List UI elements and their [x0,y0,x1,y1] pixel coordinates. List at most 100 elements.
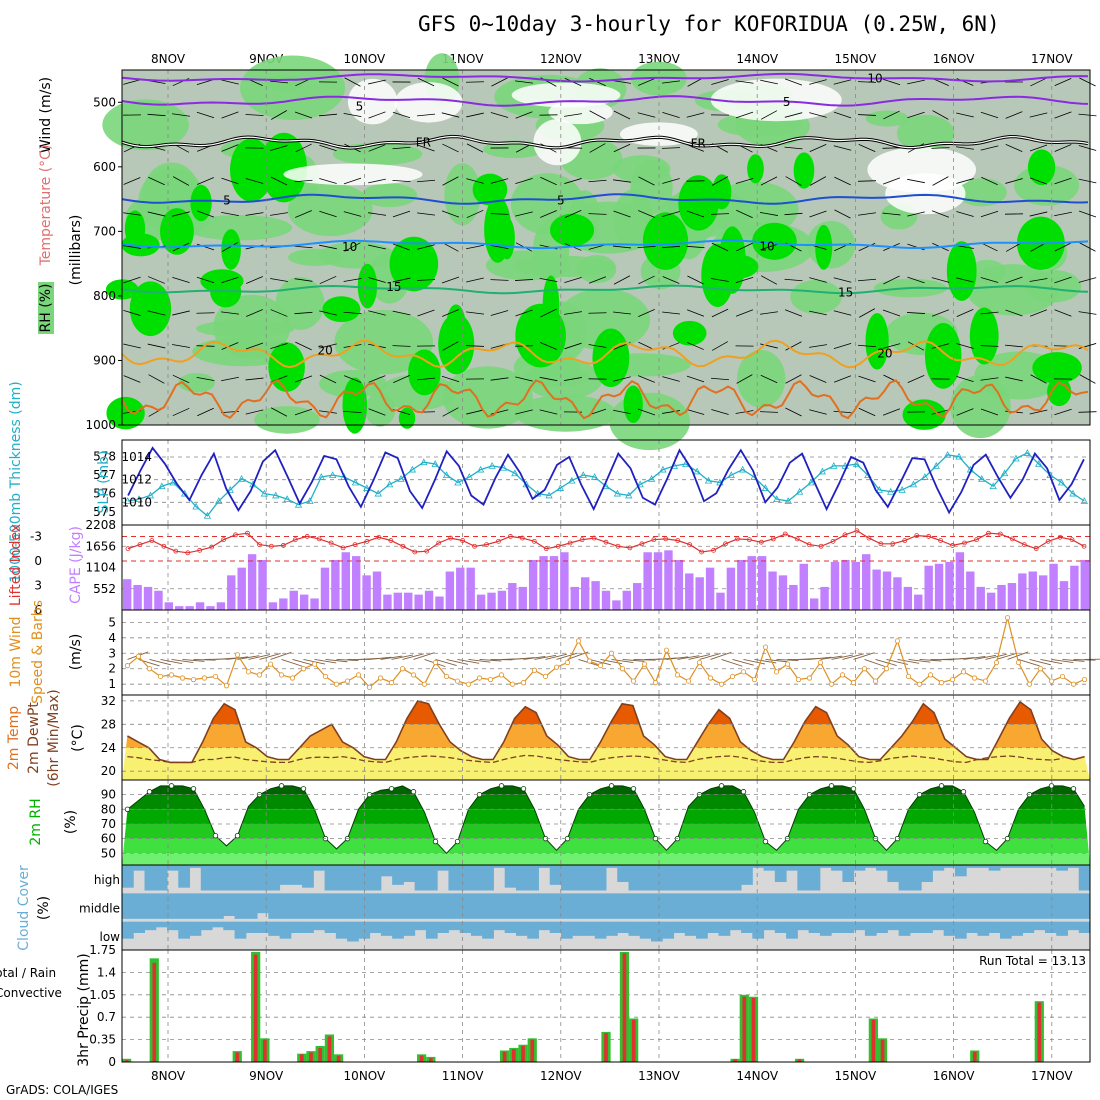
thickness-point [1057,478,1066,486]
cape-bar [695,577,704,610]
wind-barb [392,179,411,183]
cloud-cell-low [718,921,731,936]
wind-barb [221,311,239,315]
thickness-point [921,473,929,480]
thickness-point [329,471,337,479]
wind10-barb [1062,659,1085,662]
cloud-cell-high [358,865,371,891]
wind-barb [172,310,190,316]
cloud-level-label: low [100,930,121,944]
cloud-cell-middle [122,893,134,919]
wind10-point [410,672,417,678]
cloud-cell-high [853,865,866,871]
cloud-cell-high [966,865,978,868]
cloud-cell-middle [853,893,866,919]
rh-shade-high [129,281,172,337]
wind10-tick-label: 1 [108,677,116,691]
cape-bar [653,552,663,610]
wind-barb [368,178,386,184]
thickness-point [385,480,394,488]
cloud-cell-middle [707,893,720,919]
wind-barb [907,79,925,85]
wind-barb [662,410,680,414]
wind-barb [417,377,435,381]
wind-barb [540,210,557,218]
dewpoint-line [127,754,1064,764]
thickness-point [989,482,997,490]
wind10-point [366,684,373,690]
lifted-tick-label: 0 [34,554,42,568]
date-tick-label-bottom: 9NOV [249,1069,284,1083]
wind10-point [1059,673,1066,680]
cape-bar [955,552,965,610]
lifted-index-point [543,546,549,552]
wind10-barb [237,655,260,660]
wind10-barb [292,659,314,666]
lifted-index-point [711,547,716,553]
wind10-point [564,659,571,666]
cloud-cell-low [999,921,1012,939]
ylabel-rh2m: 2m RH [28,798,44,845]
pressure-tick-label: 500 [93,95,116,109]
cloud-cell-low [662,921,675,939]
cape-bar [487,592,496,610]
wind-barb [785,176,802,186]
wind-barb [760,311,778,315]
precip-convective-bar [972,1051,977,1062]
cloud-cell-high [560,865,573,891]
wind-barb [1005,242,1023,252]
wind-barb [932,110,949,120]
lifted-index-point [209,544,215,550]
ylabel-pressure-units: (millibars) [68,215,84,286]
precip-convective-bar [235,1052,240,1062]
rh-shade-mid [790,279,842,314]
cloud-cell-high [549,865,562,885]
cloud-cell-high [763,865,776,871]
thickness-point [545,491,553,499]
cloud-cell-middle [189,893,202,919]
rh-shade-mid [213,294,291,360]
precip-convective-bar [530,1039,535,1062]
wind-barb [711,341,729,351]
wind-barb [270,278,288,282]
wind-barb [368,375,386,383]
pressure-tick-label: 600 [93,160,116,174]
wind-barb [343,112,362,118]
wind-barb [613,110,631,120]
cloud-cell-low [504,921,517,933]
wind-barb [417,309,435,317]
cape-bar [945,561,954,610]
thickness-point [397,474,405,482]
cape-bar [1070,565,1079,610]
wind10-tick-label: 5 [108,615,116,629]
cloud-cell-low [763,921,776,931]
thickness-point [169,478,177,486]
precip-convective-bar [124,1060,129,1062]
wind-barb [956,277,974,283]
precip-tick-label: 0.7 [97,1010,116,1024]
wind-barb [490,112,509,118]
cape-bar [737,559,746,610]
cloud-cell-low [966,921,978,933]
wind10-barb [457,659,480,664]
cape-bar [372,571,382,610]
thickness-point [363,484,371,491]
lifted-index-point [1081,543,1087,549]
rh-shade-mid [515,394,617,432]
thickness-line [127,452,1085,517]
wind-barb [466,209,484,219]
wind10-point [1037,666,1044,672]
cloud-cell-middle [504,893,517,919]
wind-barb [343,211,362,217]
lifted-index-point [818,543,824,549]
cloud-cell-low [144,921,157,931]
cloud-cell-high [313,865,326,871]
wind10-barb [270,651,292,660]
wind-barb [465,345,485,347]
wind-barb [490,279,509,281]
wind-barb [368,408,386,416]
cloud-cell-high [707,865,720,891]
wind-barb [588,344,607,348]
thickness-point [272,491,280,499]
wind-barb [344,77,361,87]
